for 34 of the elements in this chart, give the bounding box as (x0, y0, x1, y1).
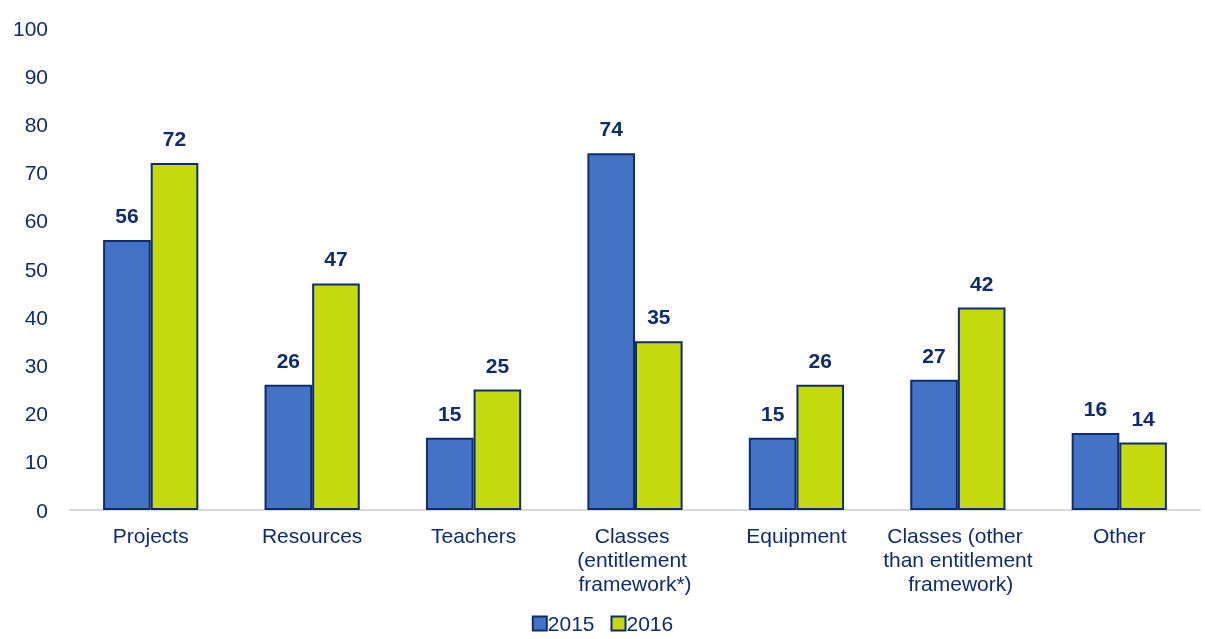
y-tick-label: 0 (36, 498, 48, 522)
x-tick-label: Classes (entitlement framework*) (577, 523, 693, 595)
y-tick-label: 90 (24, 64, 48, 88)
data-label: 74 (599, 117, 624, 141)
data-label: 47 (324, 247, 348, 271)
data-label: 72 (162, 126, 187, 150)
legend-label: 2015 (547, 612, 595, 635)
y-tick-label: 50 (24, 257, 48, 281)
x-tick-label: Resources (261, 523, 363, 547)
data-label: 15 (438, 401, 462, 425)
data-label: 14 (1131, 406, 1156, 430)
y-tick-label: 40 (24, 305, 48, 329)
y-tick-label: 20 (24, 402, 48, 426)
data-label: 26 (808, 348, 832, 372)
y-tick-label: 80 (24, 112, 48, 136)
data-label: 26 (276, 348, 301, 372)
data-label: 16 (1083, 396, 1108, 420)
x-tick-label: Projects (112, 523, 189, 547)
data-label: 56 (115, 204, 139, 228)
data-label: 27 (922, 343, 946, 367)
x-tick-label: Other (1093, 523, 1146, 547)
x-tick-label: Teachers (430, 523, 517, 547)
data-label: 35 (647, 305, 671, 329)
y-tick-label: 70 (24, 161, 48, 185)
legend-label: 2016 (626, 612, 674, 635)
data-label: 42 (969, 271, 994, 295)
y-tick-label: 60 (24, 209, 48, 233)
data-label: 15 (760, 401, 785, 425)
x-tick-label: Equipment (746, 523, 847, 547)
y-tick-label: 100 (12, 16, 48, 40)
y-tick-label: 30 (24, 353, 48, 377)
y-tick-label: 10 (24, 450, 48, 474)
x-tick-label: Classes (other than entitlement framework) (883, 523, 1033, 595)
data-label: 25 (485, 353, 510, 377)
